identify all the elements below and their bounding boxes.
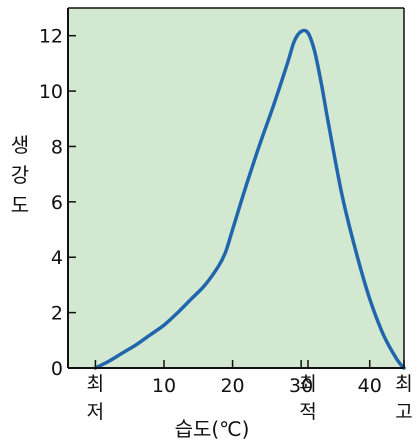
growth-curve [93, 28, 406, 370]
x-tick-label: 30 [289, 375, 313, 397]
y-tick-label: 8 [51, 136, 63, 158]
x-axis-label: 습도(℃) [175, 417, 250, 441]
plot-background [68, 8, 404, 368]
marker-label: 적 [299, 401, 316, 423]
y-tick-label: 4 [51, 247, 63, 269]
y-tick-label: 6 [51, 192, 63, 214]
tick-group: 0 2 4 6 8 10 12 10 20 30 40 [39, 26, 382, 397]
marker-label: 최 [87, 373, 104, 395]
marker-label: 최 [299, 373, 316, 395]
y-axis-label-char: 생 [11, 133, 29, 157]
y-tick-label: 12 [39, 26, 63, 48]
marker-label: 최 [395, 373, 412, 395]
x-tick-label: 20 [220, 375, 244, 397]
x-tick-label: 40 [358, 375, 382, 397]
y-tick-label: 10 [39, 81, 63, 103]
x-tick-label: 10 [152, 375, 176, 397]
marker-label: 고 [395, 401, 412, 423]
y-axis-label: 생강도 [11, 133, 29, 217]
y-axis-label-char: 도 [11, 193, 29, 217]
y-tick-label: 0 [51, 358, 63, 380]
marker-label: 저 [87, 401, 104, 423]
y-axis-label-char: 강 [11, 163, 29, 187]
axes [67, 7, 405, 369]
y-tick-label: 2 [51, 303, 63, 325]
